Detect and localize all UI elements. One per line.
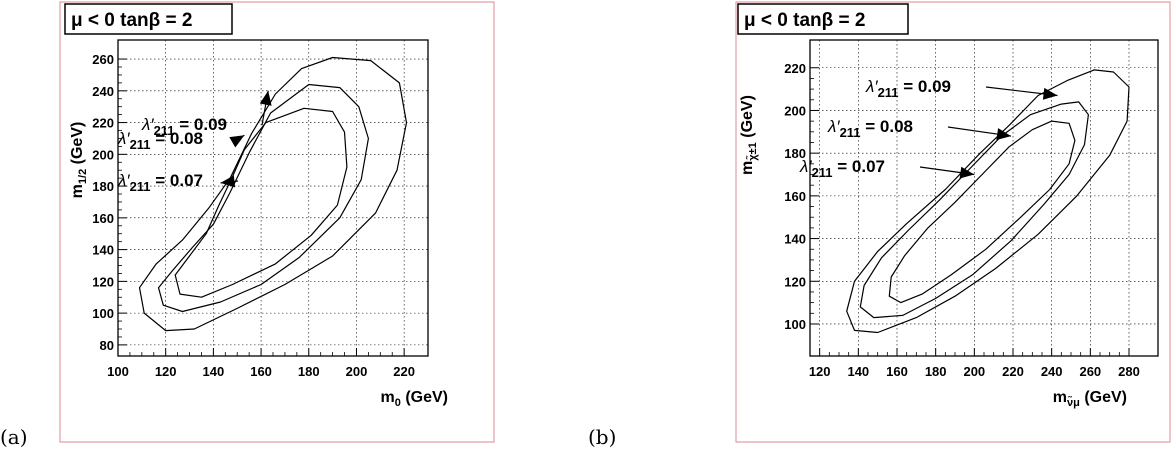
annotation-arrow-head [1042, 87, 1058, 100]
plot-area [117, 39, 429, 357]
y-tick-label: 140 [784, 232, 806, 247]
y-tick-label: 220 [784, 61, 806, 76]
annotation-arrow-head [220, 175, 236, 188]
y-tick-label: 220 [92, 116, 114, 131]
x-tick-label: 160 [886, 364, 908, 379]
annotation-arrow-head [996, 128, 1012, 140]
title-box [64, 3, 233, 35]
y-axis-label: mχ̃±1 (GeV) [739, 95, 759, 175]
x-axis-label: m0 (GeV) [381, 389, 448, 409]
chart-title: μ < 0 tanβ = 2 [744, 10, 865, 31]
x-tick-label: 120 [155, 364, 177, 379]
y-tick-label: 100 [784, 317, 806, 332]
x-axis-label: mν̃μ (GeV) [1053, 389, 1127, 409]
contour-line [138, 56, 408, 332]
x-tick-label: 140 [203, 364, 225, 379]
y-tick-label: 180 [92, 179, 114, 194]
annotation-arrow-head [259, 90, 272, 106]
x-tick-label: 200 [346, 364, 368, 379]
x-tick-label: 180 [298, 364, 320, 379]
annotation-arrow-head [229, 135, 245, 148]
contour-line [157, 83, 369, 313]
y-tick-label: 180 [784, 146, 806, 161]
y-tick-label: 260 [92, 52, 114, 67]
x-tick-label: 240 [1041, 364, 1063, 379]
x-tick-label: 260 [1079, 364, 1101, 379]
x-tick-label: 220 [1002, 364, 1024, 379]
title-box [737, 3, 909, 35]
contour-label: λ′211 = 0.08 [117, 129, 203, 152]
x-tick-label: 280 [1118, 364, 1140, 379]
x-tick-label: 160 [250, 364, 272, 379]
contour-line [888, 120, 1076, 304]
chart-panel-b: 120 140 160 180 200 220 240 260 280 100 120 140 160 1… [588, 1, 1171, 449]
contour-line [846, 69, 1130, 334]
y-tick-label: 140 [92, 243, 114, 258]
contour-line [174, 107, 348, 298]
x-tick-label: 120 [809, 364, 831, 379]
contour-label: λ′211 = 0.09 [865, 77, 951, 100]
y-axis-label: m1/2 (GeV) [69, 122, 89, 199]
y-tick-label: 200 [92, 147, 114, 162]
y-tick-label: 100 [92, 306, 114, 321]
y-tick-label: 80 [100, 338, 114, 353]
annotation-arrow-head [959, 166, 975, 179]
x-tick-label: 200 [963, 364, 985, 379]
contour-label: λ′211 = 0.07 [117, 171, 203, 194]
contour-label: λ′211 = 0.07 [799, 157, 885, 180]
y-tick-label: 160 [92, 211, 114, 226]
plot-area [809, 39, 1159, 357]
panel-label: (b) [588, 425, 616, 449]
chart-title: μ < 0 tanβ = 2 [71, 10, 192, 31]
y-tick-label: 160 [784, 189, 806, 204]
contour-label: λ′211 = 0.08 [827, 117, 913, 140]
x-tick-label: 100 [107, 364, 129, 379]
y-tick-label: 120 [92, 274, 114, 289]
contour-label: λ′211 = 0.09 [141, 115, 227, 138]
y-tick-label: 240 [92, 84, 114, 99]
x-tick-label: 140 [847, 364, 869, 379]
x-tick-label: 180 [925, 364, 947, 379]
panel-label: (a) [0, 425, 28, 449]
chart-panel-a: 100 120 140 160 180 200 220 80 100 120 140 160 180 20… [0, 1, 495, 449]
figure-frame [59, 1, 495, 443]
x-tick-label: 220 [393, 364, 415, 379]
y-tick-label: 120 [784, 274, 806, 289]
figure-frame [735, 1, 1171, 443]
y-tick-label: 200 [784, 103, 806, 118]
